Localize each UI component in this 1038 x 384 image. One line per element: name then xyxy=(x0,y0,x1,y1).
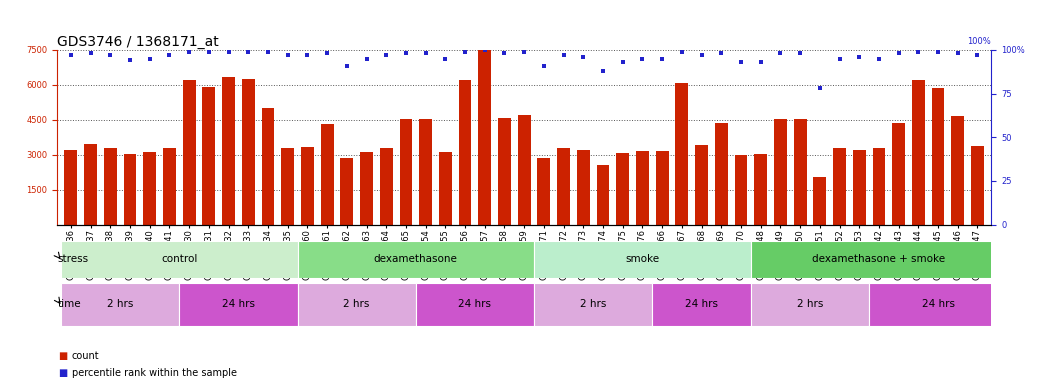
Bar xyxy=(755,154,767,225)
Text: control: control xyxy=(161,254,197,264)
Bar xyxy=(715,123,728,225)
Text: stress: stress xyxy=(57,254,88,264)
Text: percentile rank within the sample: percentile rank within the sample xyxy=(72,368,237,378)
Bar xyxy=(84,144,97,225)
Bar xyxy=(202,87,215,225)
Bar xyxy=(695,146,708,225)
Bar xyxy=(869,283,1007,326)
Bar xyxy=(439,152,452,225)
Bar xyxy=(104,148,116,225)
Bar xyxy=(416,283,534,326)
Bar xyxy=(183,80,195,225)
Bar xyxy=(64,150,77,225)
Text: 24 hrs: 24 hrs xyxy=(222,299,255,310)
Bar xyxy=(538,158,550,225)
Bar xyxy=(794,119,807,225)
Bar xyxy=(479,50,491,225)
Bar xyxy=(952,116,964,225)
Bar xyxy=(656,151,668,225)
Text: dexamethasone + smoke: dexamethasone + smoke xyxy=(813,254,946,264)
Bar xyxy=(534,241,750,278)
Bar xyxy=(419,119,432,225)
Text: 2 hrs: 2 hrs xyxy=(344,299,370,310)
Text: count: count xyxy=(72,351,100,361)
Text: 100%: 100% xyxy=(967,37,991,46)
Bar xyxy=(853,150,866,225)
Text: ■: ■ xyxy=(58,351,67,361)
Bar xyxy=(340,158,353,225)
Bar xyxy=(834,148,846,225)
Bar xyxy=(893,122,905,225)
Text: time: time xyxy=(57,299,81,310)
Bar xyxy=(61,283,180,326)
Bar xyxy=(557,148,570,225)
Text: smoke: smoke xyxy=(625,254,659,264)
Bar xyxy=(301,147,313,225)
Bar xyxy=(459,80,471,225)
Bar xyxy=(873,148,885,225)
Bar xyxy=(518,115,530,225)
Bar xyxy=(143,152,156,225)
Bar xyxy=(814,177,826,225)
Bar xyxy=(163,148,175,225)
Bar xyxy=(534,283,652,326)
Bar xyxy=(124,154,136,225)
Bar xyxy=(750,283,869,326)
Bar xyxy=(380,148,392,225)
Text: ■: ■ xyxy=(58,368,67,378)
Bar xyxy=(577,150,590,225)
Bar xyxy=(617,153,629,225)
Bar xyxy=(222,77,235,225)
Text: 24 hrs: 24 hrs xyxy=(922,299,955,310)
Bar xyxy=(597,164,609,225)
Bar xyxy=(735,155,747,225)
Bar xyxy=(321,124,333,225)
Bar xyxy=(932,88,945,225)
Bar xyxy=(262,108,274,225)
Bar xyxy=(972,146,984,225)
Bar xyxy=(750,241,1007,278)
Bar xyxy=(498,118,511,225)
Bar xyxy=(360,152,373,225)
Text: 24 hrs: 24 hrs xyxy=(459,299,491,310)
Bar xyxy=(61,241,298,278)
Bar xyxy=(676,83,688,225)
Bar xyxy=(912,80,925,225)
Text: dexamethasone: dexamethasone xyxy=(374,254,458,264)
Text: 2 hrs: 2 hrs xyxy=(580,299,606,310)
Text: 2 hrs: 2 hrs xyxy=(107,299,133,310)
Bar xyxy=(652,283,750,326)
Bar xyxy=(298,241,534,278)
Bar xyxy=(636,152,649,225)
Bar xyxy=(242,79,254,225)
Text: GDS3746 / 1368171_at: GDS3746 / 1368171_at xyxy=(57,35,219,49)
Text: 2 hrs: 2 hrs xyxy=(797,299,823,310)
Bar xyxy=(298,283,416,326)
Bar xyxy=(180,283,298,326)
Bar xyxy=(400,119,412,225)
Text: 24 hrs: 24 hrs xyxy=(685,299,718,310)
Bar xyxy=(774,119,787,225)
Bar xyxy=(281,148,294,225)
